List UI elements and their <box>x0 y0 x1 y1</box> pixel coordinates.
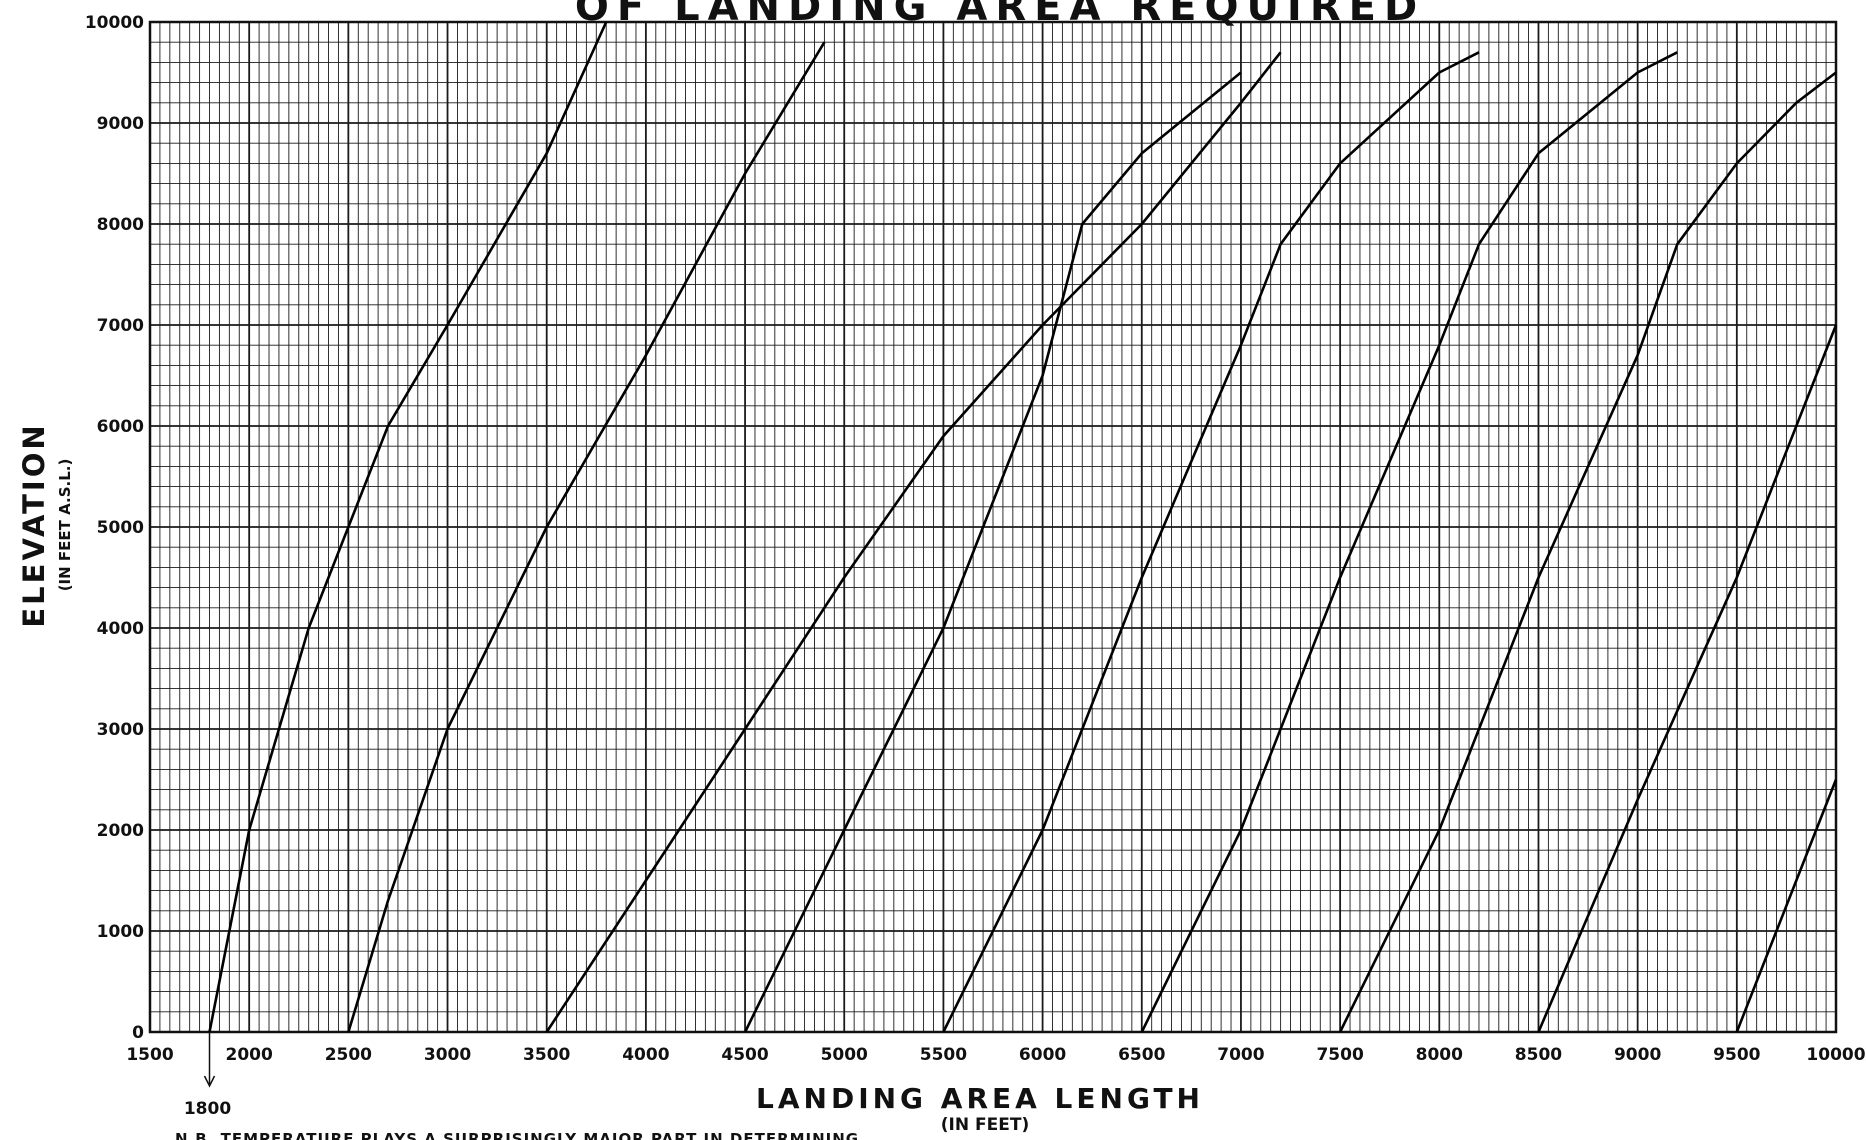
x-tick-label: 7500 <box>1316 1045 1363 1065</box>
y-tick-label: 4000 <box>97 619 144 639</box>
series-curve-7 <box>1338 71 1837 1033</box>
y-axis-unit: (IN FEET A.S.L.) <box>56 459 74 592</box>
x-tick-label: 8500 <box>1515 1045 1562 1065</box>
y-tick-labels: 0 1000 2000 3000 4000 5000 6000 7000 8000 9000 100… <box>85 13 144 1043</box>
series-curve-3 <box>545 51 1282 1033</box>
x-tick-labels: 1500 2000 2500 3000 3500 4000 4500 5000 5500 6000… <box>126 1045 1865 1065</box>
x-tick-label: 3500 <box>523 1045 570 1065</box>
y-tick-label: 2000 <box>97 821 144 841</box>
y-axis-label: ELEVATION <box>17 422 51 627</box>
y-tick-label: 9000 <box>97 114 144 134</box>
x-tick-label: 2000 <box>226 1045 273 1065</box>
y-tick-label: 5000 <box>97 518 144 538</box>
series-layer <box>208 21 1838 1033</box>
x-tick-label: 5000 <box>821 1045 868 1065</box>
series-curve-6 <box>1140 51 1678 1033</box>
y-tick-label: 10000 <box>85 13 144 33</box>
y-tick-label: 0 <box>132 1023 144 1043</box>
series-curve-5 <box>942 51 1480 1033</box>
x-tick-label: 7000 <box>1217 1045 1264 1065</box>
series-curve-4 <box>743 71 1242 1033</box>
x-tick-label: 5500 <box>920 1045 967 1065</box>
series-curve-1 <box>208 21 608 1033</box>
x-tick-label: 8000 <box>1416 1045 1463 1065</box>
x-tick-label: 2500 <box>325 1045 372 1065</box>
x-tick-label: 3000 <box>424 1045 471 1065</box>
plot-frame <box>148 20 1838 1034</box>
y-tick-label: 7000 <box>97 316 144 336</box>
x-tick-label: 4500 <box>721 1045 768 1065</box>
y-tick-label: 6000 <box>97 417 144 437</box>
y-tick-label: 3000 <box>97 720 144 740</box>
chart-title: OF LANDING AREA REQUIRED <box>575 0 1425 30</box>
marked-value-layer: 1800 <box>184 1032 231 1119</box>
x-tick-label: 10000 <box>1806 1045 1865 1065</box>
series-curve-8 <box>1537 324 1838 1033</box>
y-tick-label: 1000 <box>97 922 144 942</box>
x-axis-label: LANDING AREA LENGTH <box>756 1082 1204 1115</box>
x-tick-label: 9500 <box>1713 1045 1760 1065</box>
footnote: N.B. TEMPERATURE PLAYS A SURPRISINGLY MA… <box>175 1130 859 1140</box>
x-tick-label: 9000 <box>1614 1045 1661 1065</box>
series-curve-9 <box>1735 779 1838 1033</box>
x-tick-label: 6500 <box>1118 1045 1165 1065</box>
marked-value-arrowhead <box>203 1075 216 1088</box>
x-tick-label: 4000 <box>622 1045 669 1065</box>
y-tick-label: 8000 <box>97 215 144 235</box>
marked-value-label: 1800 <box>184 1099 231 1119</box>
x-tick-label: 6000 <box>1019 1045 1066 1065</box>
plot-border <box>148 20 1838 1034</box>
x-axis-unit: (IN FEET) <box>941 1115 1029 1135</box>
x-tick-label: 1500 <box>126 1045 173 1065</box>
series-curve-2 <box>347 41 826 1033</box>
